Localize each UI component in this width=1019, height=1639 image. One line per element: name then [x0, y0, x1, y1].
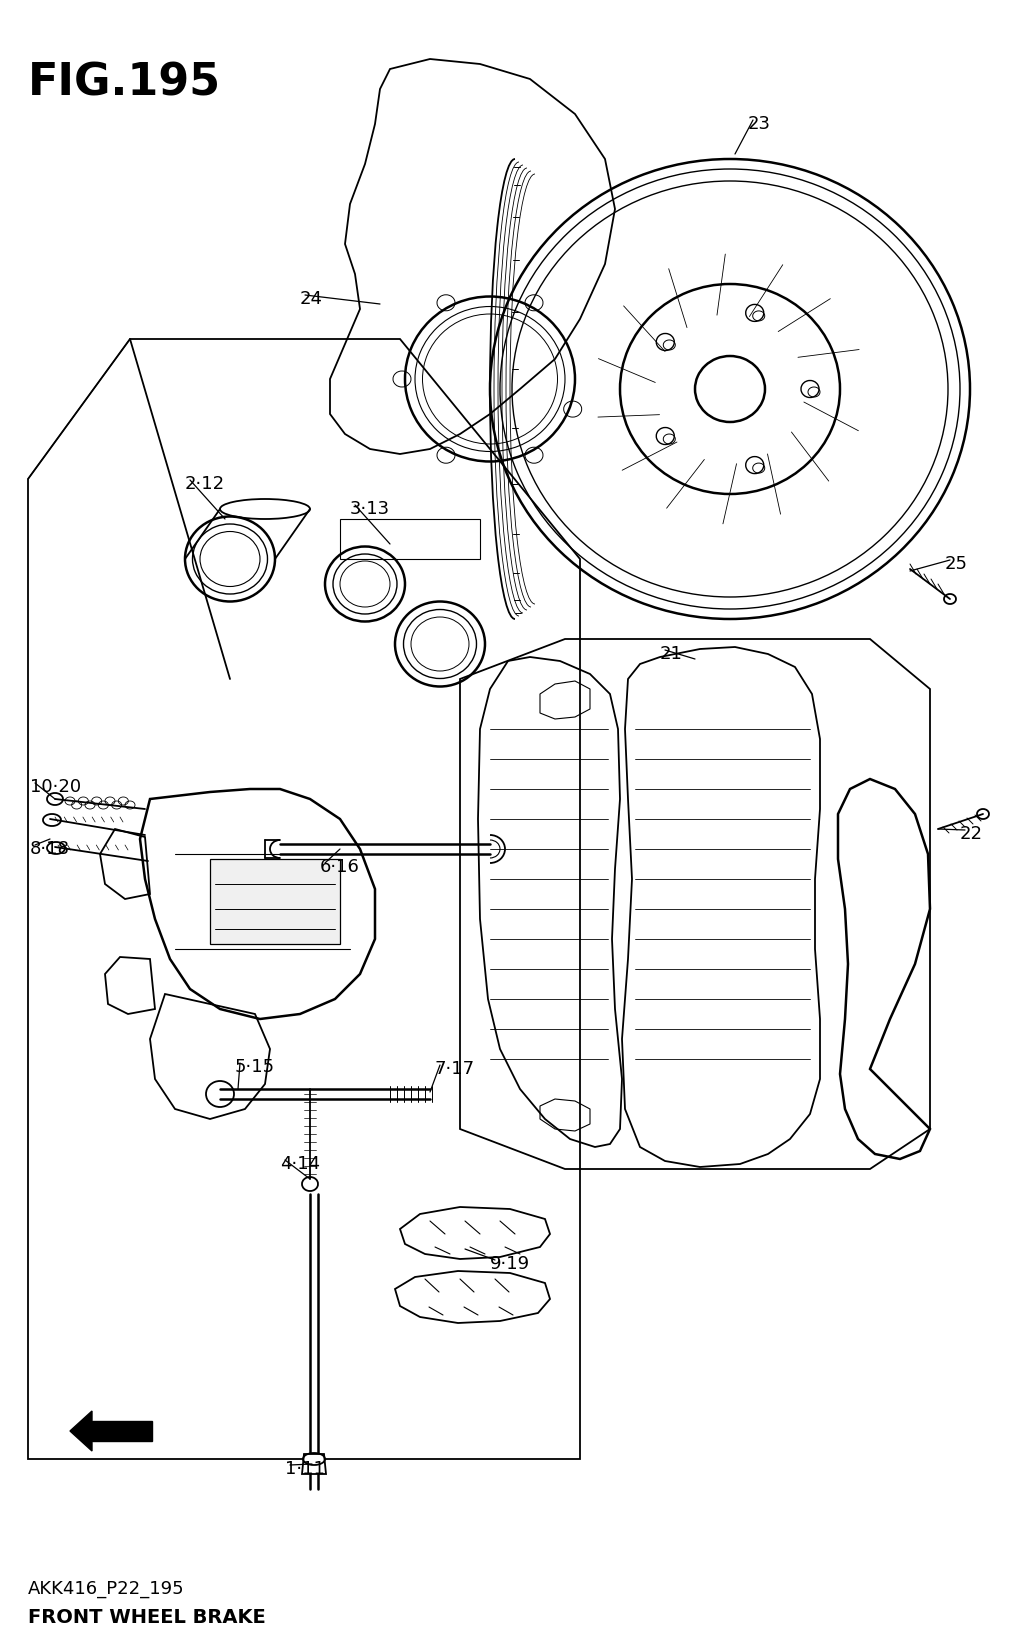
- Text: 21: 21: [660, 644, 683, 662]
- Text: 3·13: 3·13: [350, 500, 390, 518]
- Text: 6·16: 6·16: [320, 857, 360, 875]
- Text: FRONT WHEEL BRAKE: FRONT WHEEL BRAKE: [28, 1606, 266, 1626]
- Text: 22: 22: [960, 824, 983, 842]
- Text: 8·18: 8·18: [30, 839, 70, 857]
- Polygon shape: [210, 859, 340, 944]
- Polygon shape: [302, 1454, 326, 1473]
- Polygon shape: [92, 1421, 152, 1441]
- Text: 10·20: 10·20: [30, 777, 82, 795]
- Text: AKK416_P22_195: AKK416_P22_195: [28, 1578, 184, 1596]
- Text: 23: 23: [748, 115, 771, 133]
- Text: 25: 25: [945, 554, 968, 572]
- Text: 1·11: 1·11: [285, 1459, 325, 1477]
- Polygon shape: [70, 1411, 92, 1451]
- Text: 5·15: 5·15: [235, 1057, 275, 1075]
- Text: FWD: FWD: [102, 1426, 142, 1441]
- Text: FIG.195: FIG.195: [28, 62, 221, 105]
- Text: 4·14: 4·14: [280, 1154, 320, 1172]
- Text: 7·17: 7·17: [435, 1059, 475, 1077]
- Text: 9·19: 9·19: [490, 1254, 530, 1272]
- Text: 2·12: 2·12: [185, 475, 225, 493]
- Text: 24: 24: [300, 290, 323, 308]
